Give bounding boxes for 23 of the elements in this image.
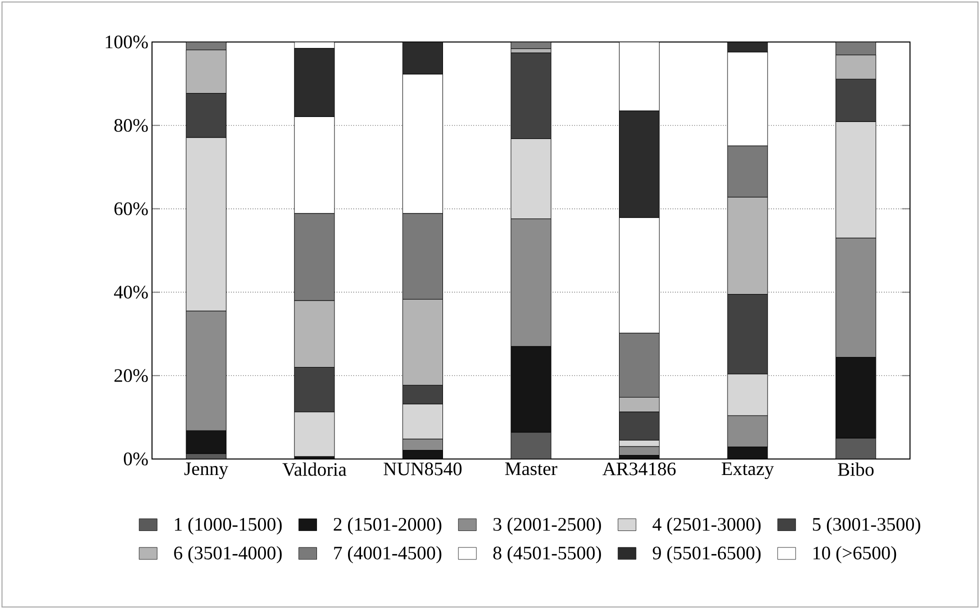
legend-label: 8 (4501-5500) [493, 546, 601, 564]
legend-label: 5 (3001-3500) [812, 517, 920, 535]
x-tick-label: NUN8540 [384, 462, 462, 476]
x-tick-label: Extazy [722, 462, 774, 480]
legend-label: 10 (>6500) [814, 546, 896, 564]
x-tick-label: Valdoria [282, 462, 346, 476]
legend-label: 2 (1501-2000) [334, 517, 442, 535]
y-tick-label: 100% [106, 36, 148, 48]
x-tick-label: AR34186 [602, 462, 676, 476]
y-tick-label: 40% [114, 286, 148, 299]
legend-label: 9 (5501-6500) [652, 546, 761, 564]
legend-label: 3 (2001-2500) [493, 517, 601, 535]
legend-label: 6 (3501-4000) [174, 546, 282, 564]
y-tick-label: 80% [114, 118, 148, 132]
y-tick-label: 60% [114, 202, 148, 216]
y-tick-label: 20% [114, 369, 148, 382]
legend-label: 1 (1000-1500) [174, 517, 282, 535]
legend-label: 7 (4001-4500) [334, 546, 442, 564]
x-tick-label: Bibo [838, 462, 874, 476]
y-tick-label: 0% [124, 452, 148, 466]
legend-label: 4 (2501-3000) [652, 517, 761, 535]
x-tick-label: Jenny [184, 462, 228, 480]
x-tick-label: Master [505, 462, 558, 476]
